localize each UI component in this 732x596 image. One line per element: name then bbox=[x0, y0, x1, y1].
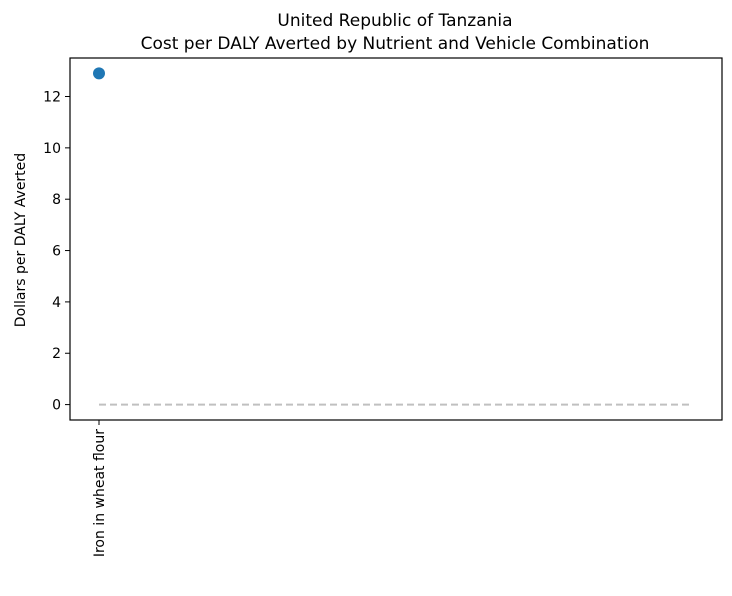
y-tick-label: 8 bbox=[52, 192, 61, 208]
x-axis-ticks: Iron in wheat flour bbox=[92, 420, 108, 557]
y-tick-label: 0 bbox=[52, 398, 61, 414]
y-tick-label: 6 bbox=[52, 244, 61, 260]
data-point bbox=[93, 67, 105, 80]
data-points bbox=[93, 67, 105, 80]
y-tick-label: 4 bbox=[52, 295, 61, 311]
chart-title: United Republic of Tanzania bbox=[277, 11, 512, 31]
chart-subtitle: Cost per DALY Averted by Nutrient and Ve… bbox=[141, 34, 650, 54]
y-axis-label: Dollars per DALY Averted bbox=[13, 153, 29, 327]
y-tick-label: 2 bbox=[52, 346, 61, 362]
y-tick-label: 12 bbox=[43, 90, 61, 106]
plot-area-frame bbox=[69, 57, 723, 421]
x-tick-label: Iron in wheat flour bbox=[92, 429, 108, 557]
y-axis-ticks: 0 2 4 6 8 10 12 bbox=[43, 90, 70, 414]
y-tick-label: 10 bbox=[43, 141, 61, 157]
